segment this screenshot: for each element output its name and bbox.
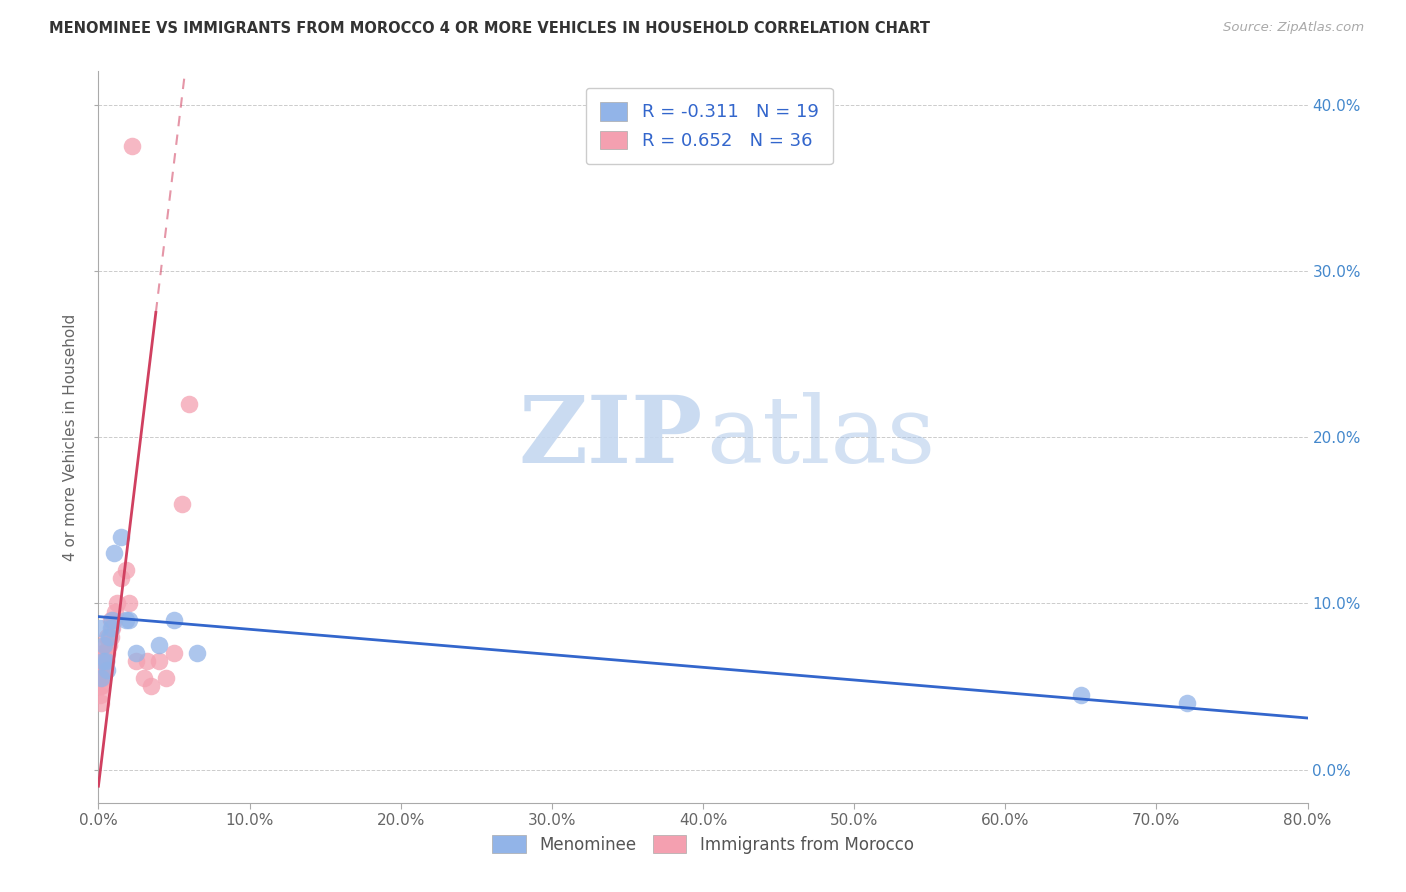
Point xyxy=(163,613,186,627)
Point xyxy=(1070,688,1092,702)
Legend: Menominee, Immigrants from Morocco: Menominee, Immigrants from Morocco xyxy=(485,829,921,860)
Point xyxy=(100,613,122,627)
Point xyxy=(96,663,118,677)
Point xyxy=(121,139,143,153)
Point xyxy=(93,638,115,652)
Point xyxy=(89,663,111,677)
Point xyxy=(96,630,118,644)
Point xyxy=(96,646,118,660)
Point xyxy=(103,613,125,627)
Point xyxy=(90,663,112,677)
Point xyxy=(89,680,111,694)
Point xyxy=(100,630,122,644)
Point xyxy=(91,655,114,669)
Point xyxy=(104,605,127,619)
Point xyxy=(110,530,132,544)
Text: atlas: atlas xyxy=(707,392,936,482)
Point xyxy=(90,671,112,685)
Point xyxy=(170,497,193,511)
Point xyxy=(101,621,124,635)
Point xyxy=(89,688,111,702)
Text: Source: ZipAtlas.com: Source: ZipAtlas.com xyxy=(1223,21,1364,34)
Point xyxy=(186,646,208,660)
Point xyxy=(94,655,117,669)
Point xyxy=(1175,696,1198,710)
Point xyxy=(93,663,115,677)
Point xyxy=(148,638,170,652)
Point xyxy=(94,655,117,669)
Point xyxy=(101,613,124,627)
Point xyxy=(125,646,148,660)
Point xyxy=(114,613,136,627)
Point xyxy=(141,680,163,694)
Point xyxy=(163,646,186,660)
Point xyxy=(155,671,177,685)
Text: MENOMINEE VS IMMIGRANTS FROM MOROCCO 4 OR MORE VEHICLES IN HOUSEHOLD CORRELATION: MENOMINEE VS IMMIGRANTS FROM MOROCCO 4 O… xyxy=(49,21,931,36)
Point xyxy=(148,655,170,669)
Point xyxy=(179,397,201,411)
Point xyxy=(91,646,114,660)
Point xyxy=(94,638,117,652)
Point xyxy=(110,571,132,585)
Point xyxy=(90,680,112,694)
Point xyxy=(100,621,122,635)
Point xyxy=(90,696,112,710)
Y-axis label: 4 or more Vehicles in Household: 4 or more Vehicles in Household xyxy=(63,313,79,561)
Point xyxy=(93,646,115,660)
Point xyxy=(91,655,114,669)
Point xyxy=(105,596,128,610)
Point xyxy=(89,671,111,685)
Text: ZIP: ZIP xyxy=(519,392,703,482)
Point xyxy=(118,596,141,610)
Point xyxy=(118,613,141,627)
Point xyxy=(91,671,114,685)
Point xyxy=(132,671,155,685)
Point xyxy=(135,655,157,669)
Point xyxy=(103,546,125,560)
Point xyxy=(98,638,121,652)
Point xyxy=(114,563,136,577)
Point xyxy=(89,621,111,635)
Point xyxy=(98,630,121,644)
Point xyxy=(125,655,148,669)
